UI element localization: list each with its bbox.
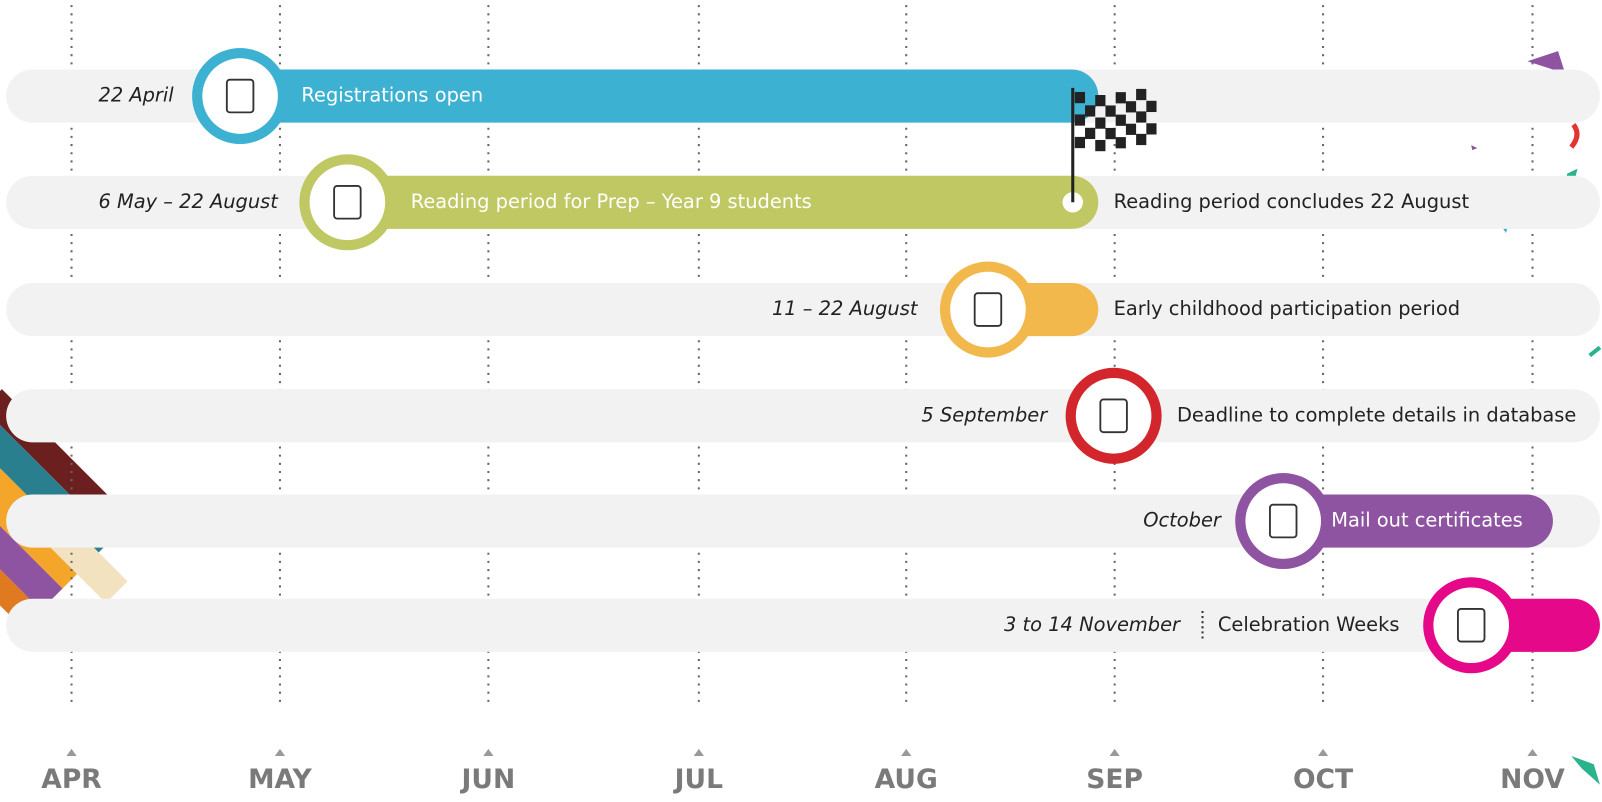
- row-date: 11 – 22 August: [772, 297, 919, 320]
- row-note: Reading period concludes 22 August: [1114, 190, 1470, 213]
- tick-marker: [694, 749, 704, 756]
- timeline-row: 6 May – 22 August Reading period for Prep…: [98, 154, 1469, 250]
- tick-marker: [66, 749, 76, 756]
- month-label: MAY: [248, 764, 312, 795]
- flag-square: [1075, 92, 1085, 103]
- flag-square: [1116, 92, 1126, 103]
- flag-square: [1136, 111, 1146, 122]
- month-label: AUG: [875, 764, 938, 795]
- row-label: Early childhood participation period: [1114, 297, 1460, 320]
- row-date: 3 to 14 November: [1004, 613, 1181, 636]
- flag-square: [1075, 137, 1085, 148]
- tick-marker: [901, 749, 911, 756]
- timeline: 22 April Registrations open 6 May – 22 Aug…: [0, 0, 1602, 802]
- flag-square: [1095, 117, 1105, 128]
- icon-bg: [1076, 378, 1152, 454]
- month-label: JUN: [460, 764, 516, 795]
- row-label: Celebration Weeks: [1218, 613, 1400, 636]
- flag-square: [1116, 137, 1126, 148]
- month-label: SEP: [1086, 764, 1143, 795]
- flag-square: [1075, 114, 1085, 125]
- flag-square: [1136, 89, 1146, 100]
- flag-square: [1095, 95, 1105, 106]
- flag-square: [1146, 123, 1156, 134]
- tick-marker: [275, 749, 285, 756]
- flag-square: [1126, 124, 1136, 135]
- row-label: Reading period for Prep – Year 9 student…: [411, 190, 812, 213]
- month-label: JUL: [673, 764, 723, 795]
- timeline-row: 22 April Registrations open: [98, 48, 1098, 144]
- tick-marker: [1527, 749, 1537, 756]
- flag-square: [1105, 105, 1115, 116]
- timeline-row: 5 September Deadline to complete details …: [921, 368, 1576, 464]
- flag-square: [1116, 115, 1126, 126]
- row-label: Registrations open: [301, 84, 483, 107]
- timeline-row: 11 – 22 August Early childhood participat…: [772, 262, 1460, 358]
- icon-bg: [1433, 587, 1509, 663]
- flag-square: [1085, 128, 1095, 139]
- timeline-row: October Mail out certificates: [1143, 473, 1553, 569]
- icon-bg: [950, 272, 1026, 348]
- tick-marker: [1110, 749, 1120, 756]
- flag-square: [1085, 105, 1095, 116]
- row-date: 5 September: [921, 403, 1048, 426]
- flag-square: [1105, 128, 1115, 139]
- row-label: Mail out certificates: [1331, 509, 1523, 532]
- flag-square: [1126, 101, 1136, 112]
- month-label: OCT: [1293, 764, 1353, 795]
- flag-square: [1136, 134, 1146, 145]
- row-label: Deadline to complete details in database: [1177, 403, 1576, 426]
- icon-bg: [202, 58, 278, 134]
- month-label: APR: [41, 764, 101, 795]
- flag-square: [1095, 140, 1105, 151]
- tick-marker: [483, 749, 493, 756]
- tick-marker: [1318, 749, 1328, 756]
- icon-bg: [1245, 483, 1321, 559]
- month-label: NOV: [1500, 764, 1565, 795]
- row-date: October: [1143, 509, 1222, 532]
- row-date: 6 May – 22 August: [98, 190, 279, 213]
- icon-bg: [310, 164, 386, 240]
- row-date: 22 April: [98, 84, 174, 107]
- flag-square: [1146, 101, 1156, 112]
- timeline-row: 3 to 14 November Celebration Weeks: [1004, 577, 1600, 673]
